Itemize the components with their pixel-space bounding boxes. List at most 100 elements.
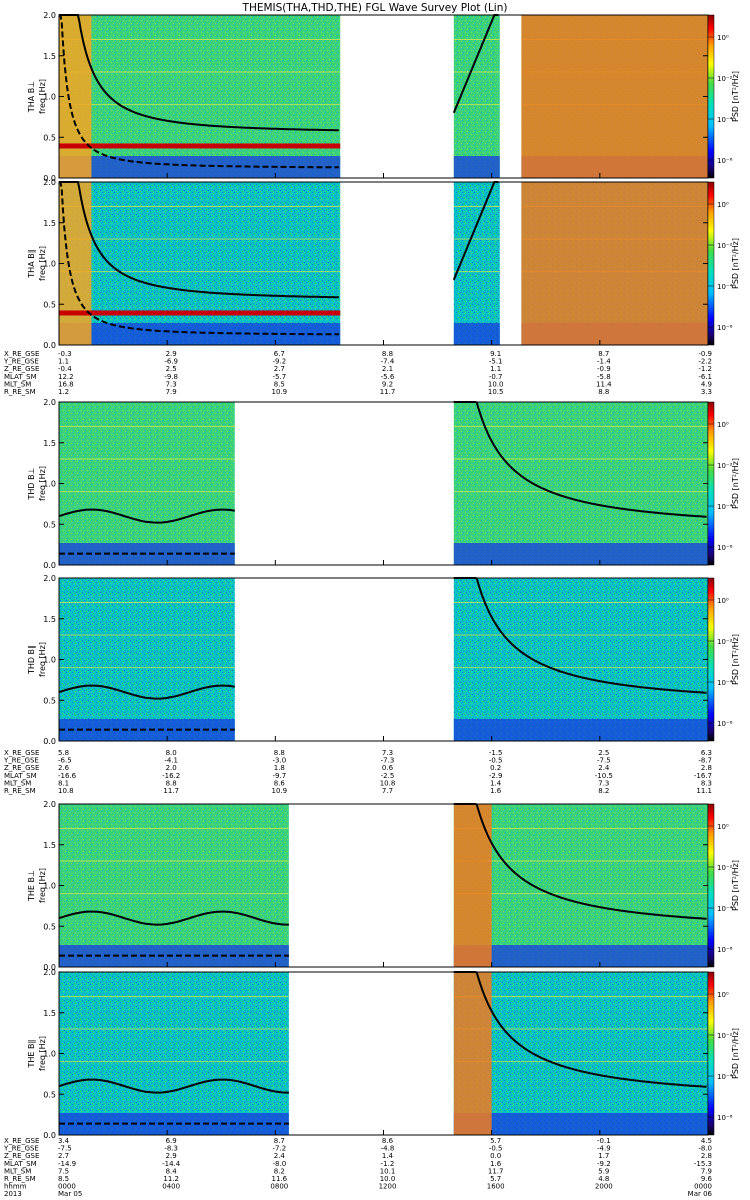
cyclotron-frequency-curve [59, 14, 339, 132]
ephemeris-value: -1.2 [381, 1160, 395, 1168]
ephemeris-value: 10.1 [380, 1167, 396, 1175]
ephemeris-value: 8.1 [58, 779, 69, 787]
y-tick-label: 1.5 [43, 615, 56, 624]
colorbar [707, 577, 715, 742]
colorbar-label: PSD [nT²/Hz] [731, 238, 740, 289]
ephemeris-value: 1.8 [274, 764, 285, 772]
colorbar-label: PSD [nT²/Hz] [731, 1028, 740, 1079]
ephemeris-value: -0.7 [489, 373, 503, 381]
colorbar-tick-label: 10⁻² [717, 462, 733, 470]
ephemeris-value: -7.4 [381, 358, 395, 366]
ephemeris-value: 7.3 [166, 380, 177, 388]
ephemeris-value: -16.7 [694, 772, 712, 780]
plot-title: THEMIS(THA,THD,THE) FGL Wave Survey Plot… [242, 2, 508, 14]
colorbar-tick-label: 10⁻⁴ [717, 679, 733, 687]
y-tick-label: 1.0 [43, 480, 56, 489]
ephemeris-value: 3.4 [58, 1137, 70, 1145]
ephemeris-value: 2.9 [166, 350, 177, 358]
spectrogram-segment [59, 578, 235, 741]
ephemeris-value: -9.2 [272, 358, 286, 366]
colorbar [707, 14, 715, 179]
colorbar-label: PSD [nT²/Hz] [731, 458, 740, 509]
ephemeris-value: -0.1 [597, 1137, 611, 1145]
ephemeris-value: 5.7 [490, 1175, 501, 1183]
high-power-region [453, 804, 492, 967]
ephemeris-row-label: MLAT_SM [4, 772, 37, 780]
ephemeris-value: 3.3 [701, 388, 712, 396]
ephemeris-value: 4.5 [701, 1137, 712, 1145]
ephemeris-value: 2.9 [166, 1152, 177, 1160]
low-frequency-band [59, 719, 235, 741]
y-axis-unit-label: freq [Hz] [38, 868, 47, 903]
colorbar-tick-label: 10⁰ [717, 201, 729, 209]
low-frequency-band [59, 156, 341, 178]
ephemeris-row-label: Z_RE_GSE [4, 1152, 39, 1160]
ephemeris-value: -5.6 [381, 373, 395, 381]
ephemeris-value: 1.4 [382, 1152, 394, 1160]
y-axis-label: THA B∥ [27, 249, 36, 278]
ephemeris-value: 11.7 [488, 1167, 504, 1175]
ephemeris-row-label: Y_RE_GSE [3, 358, 39, 366]
low-frequency-band [453, 945, 708, 967]
ephemeris-value: 8.3 [701, 779, 712, 787]
colorbar [707, 401, 715, 566]
ephemeris-value: 7.7 [382, 787, 393, 795]
colorbar-tick-label: 10⁻⁶ [717, 324, 733, 332]
y-tick-label: 0.0 [43, 737, 56, 746]
y-tick-label: 0.5 [43, 300, 56, 309]
ephemeris-value: 8.5 [58, 1175, 69, 1183]
ephemeris-value: 5.8 [58, 749, 69, 757]
ephemeris-value: 2.7 [274, 365, 285, 373]
ephemeris-row-label: MLAT_SM [4, 1160, 37, 1168]
ephemeris-value: -4.1 [164, 757, 178, 765]
ephemeris-table-tha: X_RE_GSE -0.3 2.9 6.7 8.8 9.1 8.7 -0.9 Y_RE_GSE 1… [3, 350, 712, 396]
high-power-region [59, 182, 92, 345]
ephemeris-value: 12.2 [58, 373, 74, 381]
spectrogram-segment [59, 402, 235, 565]
y-axis-label: THE B⊥ [27, 870, 36, 902]
x-date-year: 2013 [4, 1190, 22, 1198]
ephemeris-value: 11.2 [163, 1175, 179, 1183]
ephemeris-value: 1.1 [58, 358, 69, 366]
y-tick-label: 1.5 [43, 1009, 56, 1018]
ephemeris-value: 8.2 [598, 787, 609, 795]
ephemeris-value: 7.5 [58, 1167, 69, 1175]
y-tick-label: 1.5 [43, 52, 56, 61]
spectrogram-panel-3: 0.0 0.5 1.0 1.5 2.0 THD B⊥ freq [Hz] 10⁰ 10⁻² 10⁻… [27, 398, 740, 570]
ephemeris-value: -2.5 [381, 772, 395, 780]
ephemeris-value: -6.9 [164, 358, 178, 366]
low-frequency-band [453, 156, 500, 178]
ephemeris-table-the: X_RE_GSE 3.4 6.9 8.7 8.6 5.7 -0.1 4.5 Y_RE_GSE -7… [3, 1137, 713, 1198]
ephemeris-value: 1.2 [58, 388, 69, 396]
ephemeris-value: 1.4 [490, 779, 502, 787]
ephemeris-value: 2.1 [382, 365, 393, 373]
ephemeris-value: 7.3 [382, 749, 393, 757]
x-date-end: Mar 06 [688, 1190, 713, 1198]
ephemeris-value: -5.8 [597, 373, 611, 381]
spectrogram-segment [59, 804, 289, 967]
ephemeris-value: -3.0 [272, 757, 286, 765]
spectrogram-panel-1: 0.0 0.5 1.0 1.5 2.0 THA B⊥ freq [Hz] 10⁰ 10⁻² 10⁻… [27, 11, 740, 183]
ephemeris-value: -1.4 [597, 358, 611, 366]
ephemeris-value: 8.4 [166, 1167, 178, 1175]
ephemeris-value: -8.7 [698, 757, 712, 765]
ephemeris-value: -8.3 [164, 1145, 178, 1153]
ephemeris-value: -14.4 [162, 1160, 181, 1168]
y-tick-label: 1.0 [43, 882, 56, 891]
ephemeris-value: 8.8 [382, 350, 393, 358]
spectrogram-panel-4: 0.0 0.5 1.0 1.5 2.0 THD B∥ freq [Hz] 10⁰ 10⁻² 10⁻… [27, 574, 740, 746]
x-tick-label: 0800 [270, 1183, 288, 1191]
ephemeris-value: 10.5 [488, 388, 504, 396]
high-power-region [453, 972, 492, 1135]
ephemeris-value: 2.8 [701, 1152, 712, 1160]
ephemeris-value: 11.4 [596, 380, 612, 388]
y-tick-label: 0.0 [43, 963, 56, 972]
spectrogram-panel-2: 0.0 0.5 1.0 1.5 2.0 THA B∥ freq [Hz] 10⁰ 10⁻² 10⁻… [27, 178, 740, 350]
y-axis-unit-label: freq [Hz] [38, 1036, 47, 1071]
ephemeris-value: -0.9 [597, 365, 611, 373]
ephemeris-value: 1.6 [490, 1160, 502, 1168]
y-tick-label: 2.0 [43, 800, 56, 809]
x-axis-label: hhmm [4, 1183, 27, 1191]
ephemeris-value: 2.8 [701, 764, 712, 772]
ephemeris-value: 7.9 [166, 388, 177, 396]
